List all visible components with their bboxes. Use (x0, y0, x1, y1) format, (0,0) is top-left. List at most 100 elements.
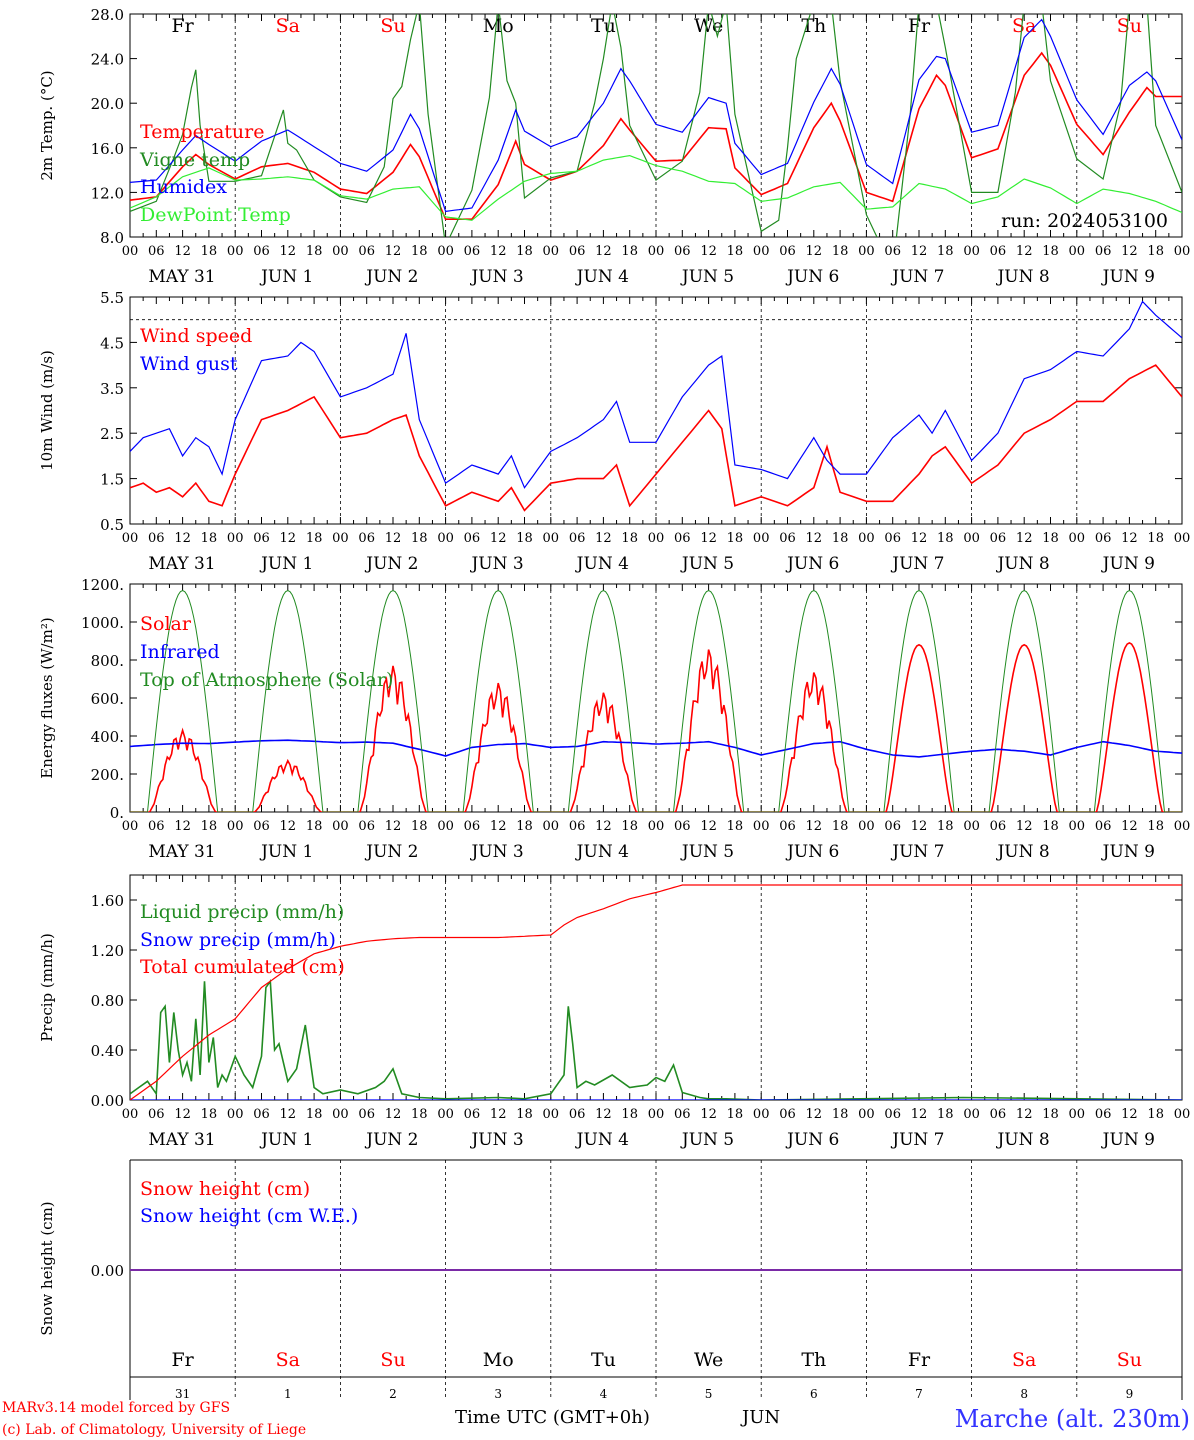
hour-label: 06 (1095, 244, 1112, 259)
hour-label: 12 (490, 819, 507, 834)
hour-label: 06 (253, 244, 270, 259)
hour-label: 00 (122, 531, 139, 546)
weekday-label: Fr (171, 1349, 194, 1371)
y-tick-label: 0.40 (91, 1042, 124, 1060)
y-tick-label: 1.60 (91, 892, 124, 910)
hour-label: 12 (385, 1107, 402, 1122)
date-label: JUN 5 (680, 1130, 734, 1150)
legend-entry: Wind gust (140, 353, 238, 375)
hour-label: 00 (963, 1107, 980, 1122)
hour-label: 00 (753, 819, 770, 834)
legend-entry: Temperature (140, 121, 264, 143)
hour-label: 12 (1121, 531, 1138, 546)
hour-label: 12 (1121, 244, 1138, 259)
hour-label: 00 (543, 531, 560, 546)
legend-entry: Liquid precip (mm/h) (140, 901, 344, 923)
hour-label: 18 (516, 244, 533, 259)
date-label: JUN 6 (785, 267, 839, 287)
date-label: JUN 4 (575, 554, 629, 574)
date-label: JUN 3 (469, 267, 523, 287)
weekday-label: Sa (276, 1349, 300, 1371)
hour-label: 18 (727, 531, 744, 546)
date-label: JUN 4 (575, 267, 629, 287)
hour-label: 18 (937, 819, 954, 834)
series-line-liquid-precip-mm-h- (130, 978, 1182, 1100)
date-label: JUN 3 (469, 842, 523, 862)
run-label: run: 2024053100 (1001, 210, 1168, 232)
series-line-infrared (130, 739, 1182, 758)
date-label: JUN 2 (364, 267, 418, 287)
date-label: JUN 9 (1101, 1130, 1155, 1150)
legend-entry: Humidex (140, 176, 227, 198)
hour-label: 18 (201, 1107, 218, 1122)
weekday-label: Su (380, 1349, 405, 1371)
hour-label: 12 (911, 819, 928, 834)
day-number: 4 (600, 1387, 608, 1401)
hour-label: 00 (963, 819, 980, 834)
y-tick-label: 3.5 (100, 380, 124, 398)
y-tick-label: 1200. (81, 576, 124, 594)
hour-label: 18 (516, 531, 533, 546)
hour-label: 00 (122, 1107, 139, 1122)
hour-label: 12 (806, 819, 823, 834)
hour-label: 18 (306, 819, 323, 834)
weekday-label: Sa (1012, 15, 1036, 37)
date-label: JUN 4 (575, 842, 629, 862)
day-number: 7 (915, 1387, 923, 1401)
hour-label: 18 (306, 1107, 323, 1122)
hour-label: 00 (1069, 1107, 1086, 1122)
hour-label: 18 (937, 244, 954, 259)
hour-label: 18 (727, 1107, 744, 1122)
hour-label: 18 (1147, 244, 1164, 259)
hour-label: 12 (806, 531, 823, 546)
hour-label: 12 (280, 531, 297, 546)
hour-label: 18 (1042, 819, 1059, 834)
series-group (130, 884, 1182, 1100)
hour-label: 18 (411, 819, 428, 834)
hour-label: 06 (569, 819, 586, 834)
hour-label: 06 (884, 531, 901, 546)
month-label: JUN (740, 1407, 780, 1428)
hour-label: 18 (727, 244, 744, 259)
date-label: JUN 1 (259, 842, 313, 862)
hour-label: 18 (201, 531, 218, 546)
weekday-label: Th (801, 1349, 826, 1371)
hour-label: 00 (963, 531, 980, 546)
hour-label: 00 (437, 244, 454, 259)
hour-label: 00 (753, 531, 770, 546)
hour-label: 06 (674, 819, 691, 834)
hour-label: 18 (516, 1107, 533, 1122)
hour-label: 12 (700, 1107, 717, 1122)
weekday-label: Tu (591, 15, 616, 37)
hour-label: 00 (648, 531, 665, 546)
hour-label: 12 (700, 531, 717, 546)
series-line-top-of-atmosphere-solar- (130, 590, 1182, 812)
time-axis-title: Time UTC (GMT+0h) (455, 1407, 650, 1428)
hour-label: 12 (174, 1107, 191, 1122)
hour-label: 06 (464, 531, 481, 546)
date-label: JUN 1 (259, 554, 313, 574)
hour-label: 18 (411, 531, 428, 546)
hour-label: 06 (884, 244, 901, 259)
y-tick-label: 28.0 (91, 6, 124, 24)
hour-label: 12 (595, 1107, 612, 1122)
date-label: JUN 9 (1101, 554, 1155, 574)
hour-label: 12 (280, 244, 297, 259)
date-label: MAY 31 (148, 842, 215, 862)
y-tick-label: 0.80 (91, 992, 124, 1010)
hour-label: 12 (595, 531, 612, 546)
hour-label: 18 (832, 1107, 849, 1122)
hour-label: 12 (490, 1107, 507, 1122)
hour-label: 00 (543, 1107, 560, 1122)
date-label: JUN 4 (575, 1130, 629, 1150)
hour-label: 00 (963, 244, 980, 259)
hour-label: 18 (411, 244, 428, 259)
hour-label: 18 (201, 244, 218, 259)
hour-label: 06 (148, 819, 165, 834)
hour-label: 00 (858, 244, 875, 259)
date-label: JUN 3 (469, 554, 523, 574)
hour-label: 18 (1147, 819, 1164, 834)
legend-entry: Infrared (140, 641, 220, 663)
y-tick-label: 16.0 (91, 140, 124, 158)
hour-label: 12 (280, 819, 297, 834)
